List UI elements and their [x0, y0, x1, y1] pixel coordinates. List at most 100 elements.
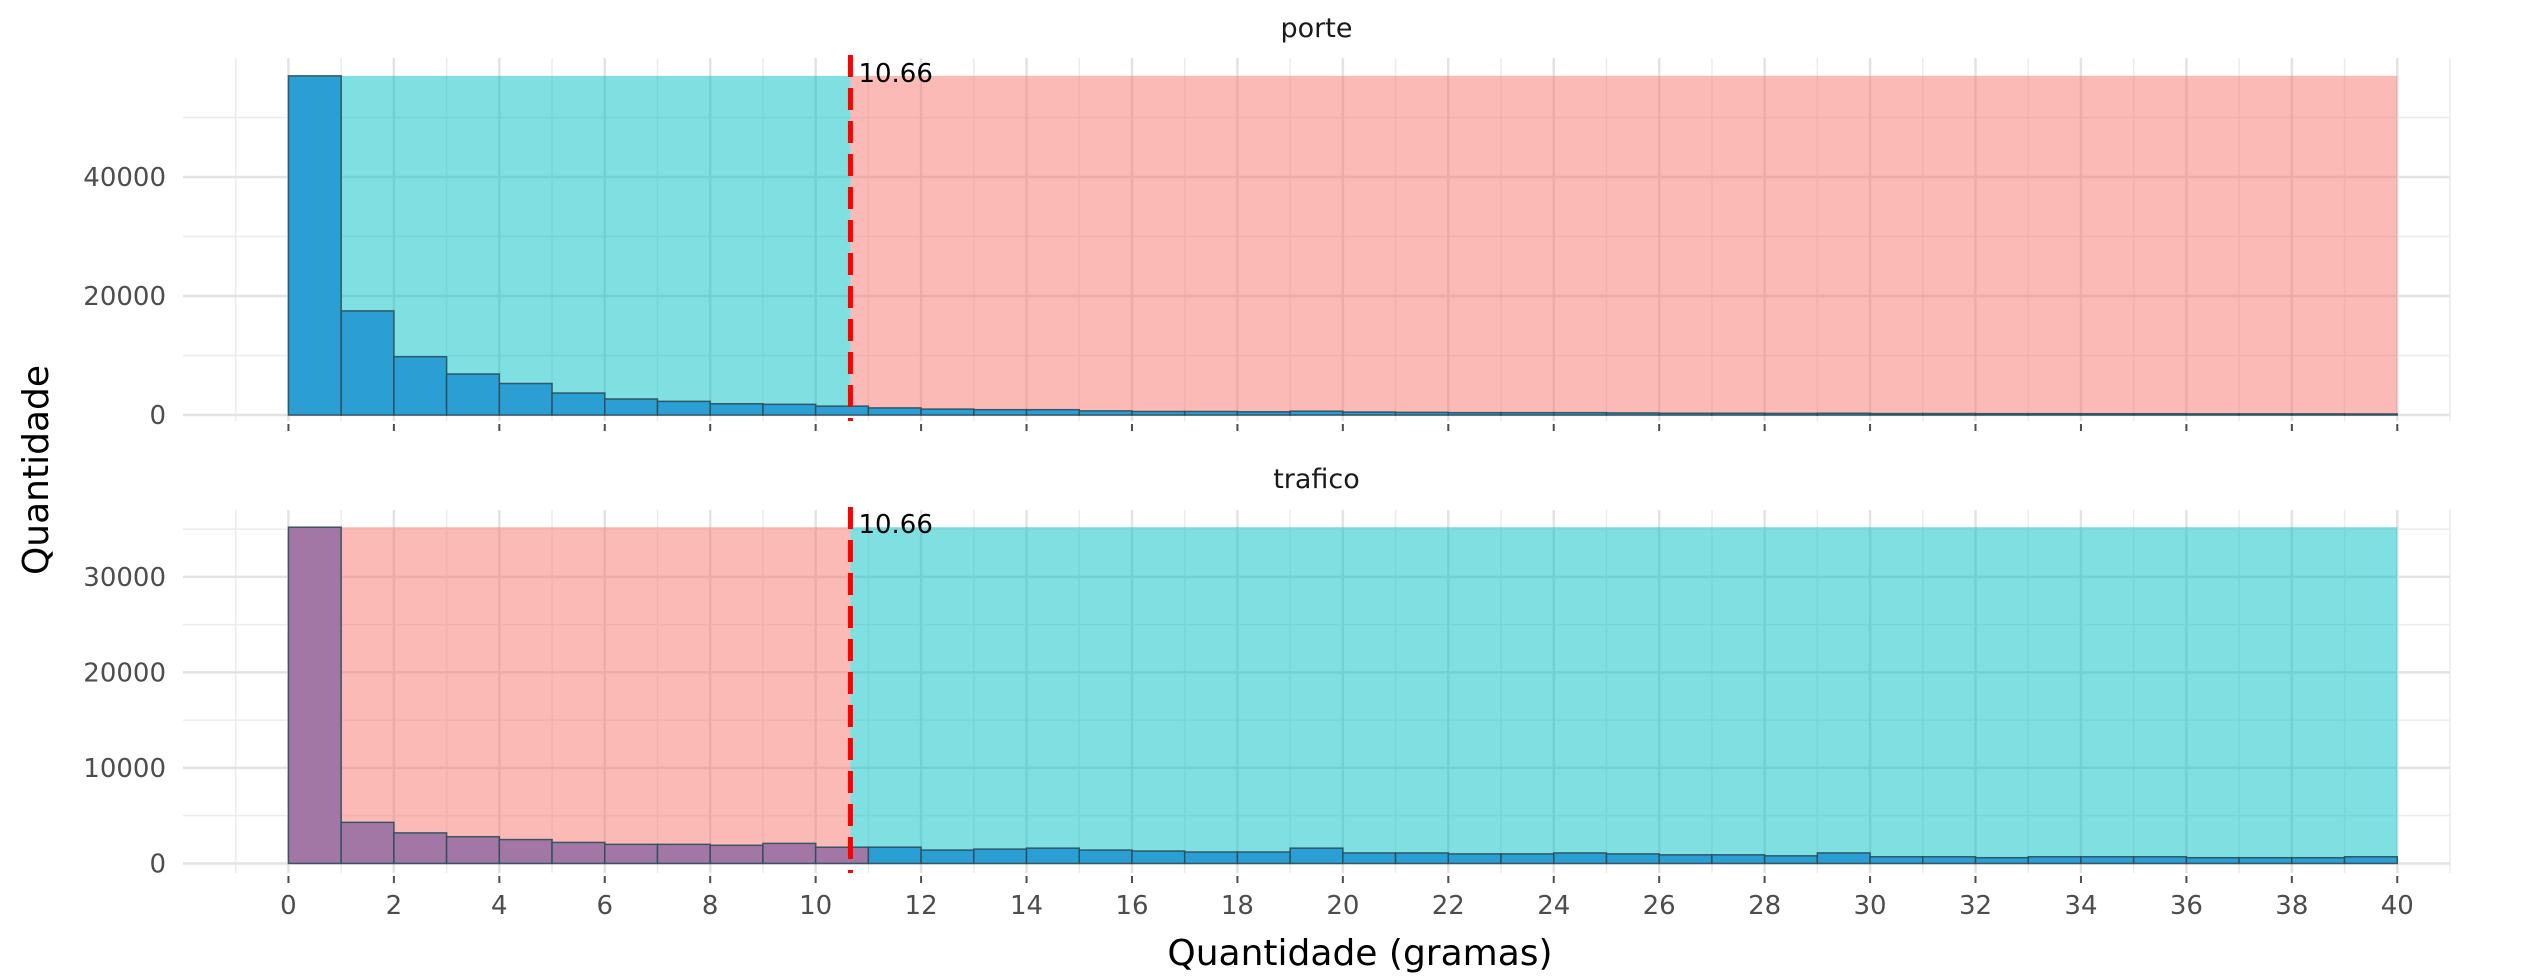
- histogram-bar: [2080, 412, 2135, 416]
- panel-trafico: 0 10000 20000 30000 10.66 trafico: [83, 464, 2451, 883]
- histogram-bar: [1500, 411, 1555, 416]
- x-tick-label: 28: [1748, 891, 1781, 921]
- histogram-bar: [1552, 852, 1608, 865]
- histogram-bar: [2027, 856, 2082, 865]
- histogram-bar: [1658, 854, 1713, 865]
- histogram-bar: [867, 846, 922, 865]
- histogram-bar: [709, 402, 764, 416]
- histogram-bar: [1711, 854, 1766, 865]
- histogram-bar: [920, 408, 975, 416]
- x-tick-label: 2: [386, 891, 403, 921]
- histogram-bar: [1552, 411, 1608, 416]
- histogram-bar: [1342, 411, 1397, 416]
- histogram-bar: [1131, 410, 1186, 416]
- histogram-bar: [1763, 855, 1819, 865]
- histogram-bar: [709, 844, 764, 865]
- histogram-bar: [2343, 413, 2399, 416]
- histogram-bar: [1289, 847, 1344, 865]
- x-tick-label: 14: [1010, 891, 1043, 921]
- histogram-bar: [2080, 856, 2135, 865]
- histogram-bar: [551, 392, 606, 416]
- y-tick-label: 20000: [83, 658, 166, 688]
- histogram-bar: [1500, 853, 1555, 865]
- histogram-bar: [656, 400, 711, 416]
- histogram-bar: [1447, 853, 1502, 865]
- x-tick-label: 18: [1221, 891, 1254, 921]
- x-tick-label: 10: [799, 891, 832, 921]
- histogram-bar: [445, 373, 501, 416]
- shade-above-cutoff: [850, 75, 2398, 416]
- x-tick-label: 20: [1326, 891, 1359, 921]
- x-tick-label: 24: [1537, 891, 1570, 921]
- histogram-bar: [1236, 851, 1291, 865]
- x-axis-title: Quantidade (gramas): [1167, 933, 1552, 974]
- histogram-bar: [340, 310, 395, 416]
- histogram-bar: [1183, 410, 1239, 416]
- histogram-bar: [814, 846, 870, 865]
- histogram-bar: [2343, 856, 2399, 865]
- shade-above-cutoff: [850, 527, 2398, 864]
- x-tick-label: 38: [2275, 891, 2308, 921]
- histogram-bar: [498, 382, 553, 416]
- cutoff-label: 10.66: [858, 510, 932, 540]
- shade-below-cutoff: [341, 527, 851, 864]
- y-tick-label: 30000: [83, 563, 166, 593]
- histogram-bar: [1658, 412, 1713, 416]
- histogram-bar: [1922, 856, 1977, 865]
- y-tick-label: 0: [149, 849, 166, 879]
- histogram-bar: [920, 849, 975, 865]
- y-tick-label: 10000: [83, 754, 166, 784]
- histogram-bar: [1974, 412, 2029, 416]
- histogram-bar: [287, 526, 342, 865]
- histogram-bar: [1394, 411, 1450, 416]
- histogram-bar: [762, 842, 817, 865]
- x-tick-label: 0: [280, 891, 297, 921]
- x-axis: 0 2 4 6 8 10 12 14 16 18 20 22 24 26 28 30 32 34 36 38 40: [280, 891, 2414, 921]
- histogram-bar: [1394, 852, 1450, 865]
- x-tick-label: 12: [905, 891, 938, 921]
- histogram-bar: [1025, 847, 1081, 865]
- histogram-bar: [1605, 412, 1660, 416]
- histogram-bar: [393, 355, 448, 416]
- histogram-bar: [393, 832, 448, 865]
- histogram-bar: [1974, 856, 2029, 865]
- histogram-bar: [2027, 412, 2082, 416]
- histogram-bar: [445, 835, 501, 865]
- x-tick-label: 26: [1643, 891, 1676, 921]
- histogram-bar: [604, 843, 659, 865]
- histogram-bar: [1289, 410, 1344, 416]
- histogram-bar: [1922, 412, 1977, 416]
- histogram-bar: [287, 75, 342, 416]
- histogram-bar: [867, 407, 922, 416]
- histogram-bar: [1025, 408, 1081, 416]
- x-tick-label: 4: [491, 891, 508, 921]
- histogram-bar: [1763, 412, 1819, 416]
- histogram-bar: [2185, 413, 2240, 416]
- x-tick-label: 30: [1854, 891, 1887, 921]
- histogram-bar: [1869, 412, 1924, 416]
- x-tick-label: 40: [2381, 891, 2414, 921]
- histogram-bar: [1131, 850, 1186, 865]
- y-tick-label: 40000: [83, 163, 166, 193]
- histogram-bar: [604, 398, 659, 416]
- y-axis-title: Quantidade: [16, 365, 57, 575]
- histogram-bar: [1342, 852, 1397, 865]
- histogram-bar: [1869, 856, 1924, 865]
- x-tick-label: 34: [2064, 891, 2097, 921]
- histogram-bar: [2132, 412, 2188, 416]
- x-tick-label: 22: [1432, 891, 1465, 921]
- facet-label: porte: [1281, 13, 1353, 44]
- histogram-bar: [1236, 411, 1291, 416]
- histogram-bar: [973, 848, 1028, 865]
- histogram-bar: [2238, 413, 2293, 416]
- histogram-bar: [814, 405, 870, 416]
- histogram-bar: [1183, 851, 1239, 865]
- histogram-bar: [656, 843, 711, 865]
- histogram-bar: [2291, 856, 2346, 865]
- x-tick-label: 32: [1959, 891, 1992, 921]
- histogram-bar: [1816, 852, 1871, 865]
- histogram-bar: [1605, 853, 1660, 865]
- x-tick-label: 6: [596, 891, 613, 921]
- histogram-bar: [1078, 849, 1133, 865]
- histogram-bar: [1078, 410, 1133, 416]
